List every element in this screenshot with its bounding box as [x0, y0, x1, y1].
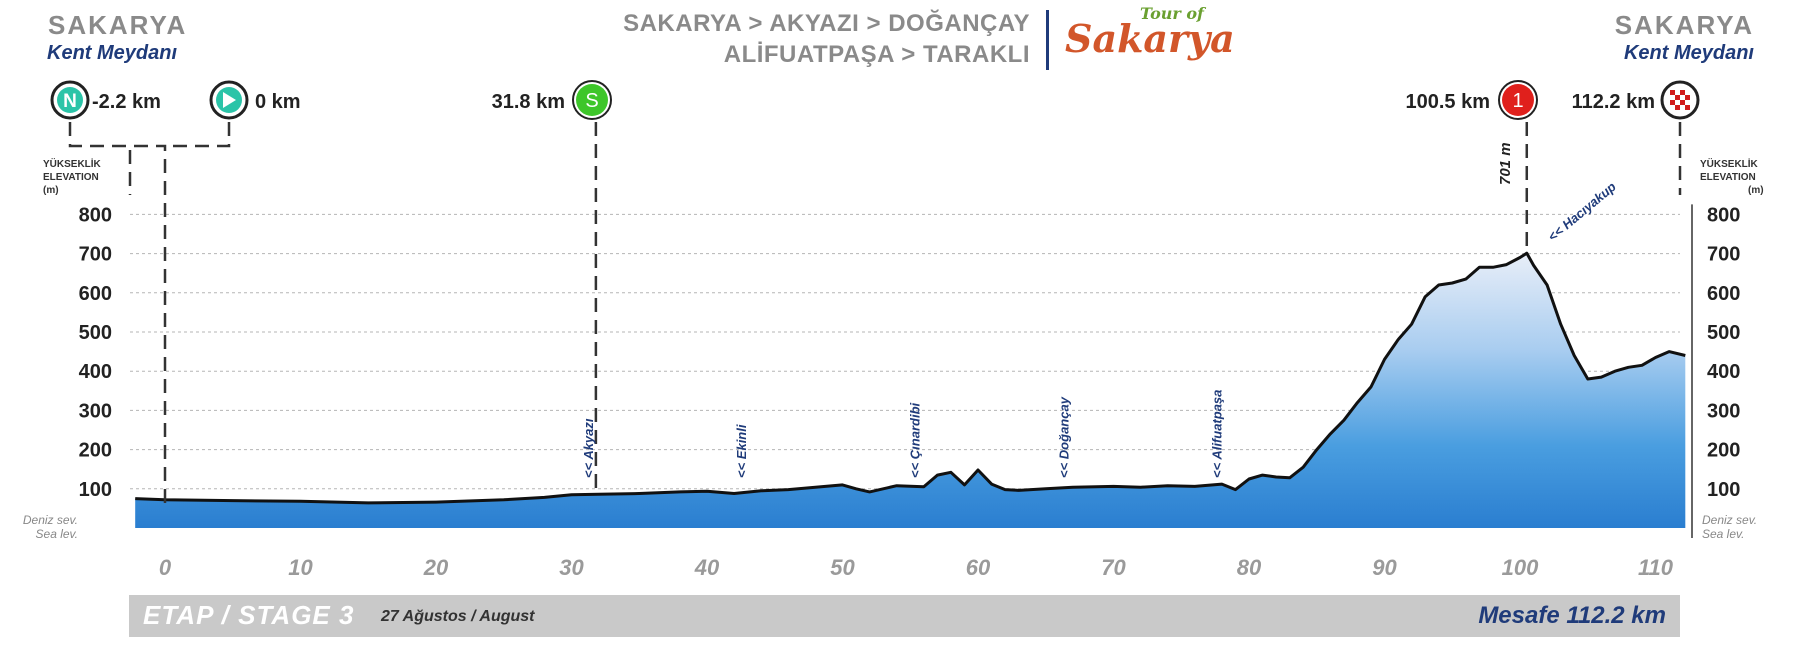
- route-title: SAKARYA > AKYAZI > DOĞANÇAY ALİFUATPAŞA …: [623, 8, 1030, 70]
- finish-city: SAKARYA: [1614, 10, 1754, 40]
- km-zero-bracket: [165, 122, 231, 148]
- sprint-icon: [576, 84, 608, 116]
- y-tick-right-100: 100: [1707, 479, 1740, 501]
- x-tick-80: 80: [1237, 555, 1262, 580]
- x-tick-90: 90: [1372, 555, 1397, 580]
- town-label-3: << Doğançay: [1056, 396, 1071, 478]
- climb-icon-number: 1: [1512, 90, 1523, 112]
- profile-line: [135, 251, 1686, 505]
- y-tick-right-600: 600: [1707, 283, 1740, 305]
- profile-area: [135, 253, 1686, 528]
- y-tick-right-400: 400: [1707, 361, 1740, 383]
- y-tick-left-100: 100: [79, 479, 112, 501]
- y-tick-left-200: 200: [79, 440, 112, 462]
- y-tick-right-200: 200: [1707, 440, 1740, 462]
- title-divider: [1046, 10, 1049, 70]
- y-tick-right-700: 700: [1707, 244, 1740, 266]
- town-label-1: << Ekinli: [734, 424, 749, 478]
- x-tick-50: 50: [830, 555, 855, 580]
- y-tick-left-600: 600: [79, 283, 112, 305]
- climb-marker: 100.5 km 1 701 m: [1405, 80, 1538, 185]
- x-tick-60: 60: [966, 555, 991, 580]
- town-label-4: << Alifuatpaşa: [1209, 390, 1224, 478]
- x-axis: 0 10 20 30 40 50 60 70 80 90 100 110: [159, 555, 1674, 580]
- sprint-icon-letter: S: [585, 90, 598, 112]
- km-zero-marker: 0 km: [209, 80, 301, 120]
- town-label-5: << Hacıyakup: [1545, 179, 1619, 244]
- stage-distance: Mesafe 112.2 km: [1478, 602, 1666, 629]
- start-location: Kent Meydanı: [47, 42, 178, 64]
- neutral-km-label: -2.2 km: [92, 91, 161, 113]
- elevation-label-tr-right: YÜKSEKLİK: [1700, 157, 1759, 170]
- x-tick-40: 40: [694, 555, 720, 580]
- neutral-icon: [57, 87, 83, 113]
- stage-title: ETAP / STAGE 3: [143, 600, 355, 630]
- sea-level-en-left: Sea lev.: [36, 527, 78, 541]
- finish-km-label: 112.2 km: [1572, 91, 1655, 113]
- stage-date: 27 Ağustos / August: [381, 608, 535, 625]
- elevation-unit-left: (m): [43, 185, 59, 196]
- climb-altitude-label: 701 m: [1497, 142, 1514, 185]
- route-line-2: ALİFUATPAŞA > TARAKLI: [723, 41, 1030, 68]
- neutral-zone-bracket: [68, 122, 167, 510]
- y-tick-left-300: 300: [79, 400, 112, 422]
- elevation-label-en-left: ELEVATION: [43, 172, 99, 183]
- profile-layer: [135, 251, 1686, 528]
- sea-level-en-right: Sea lev.: [1702, 527, 1744, 541]
- x-tick-110: 110: [1638, 555, 1674, 580]
- finish-location: Kent Meydanı: [1623, 42, 1754, 64]
- finish-flag-icon: [1670, 90, 1690, 110]
- elevation-unit-right: (m): [1748, 185, 1764, 196]
- y-tick-left-800: 800: [79, 204, 112, 226]
- neutral-start-marker: N -2.2 km: [50, 80, 161, 120]
- finish-marker: 112.2 km: [1572, 80, 1700, 120]
- climb-km-label: 100.5 km: [1405, 91, 1490, 113]
- sprint-marker: 31.8 km S: [492, 80, 612, 120]
- marker-guides: [594, 122, 1529, 491]
- x-tick-100: 100: [1502, 555, 1539, 580]
- logo-big-text: Sakarya: [1065, 16, 1235, 61]
- climb-icon: [1502, 84, 1534, 116]
- elevation-label-en-right: ELEVATION: [1700, 172, 1756, 183]
- y-tick-left-700: 700: [79, 244, 112, 266]
- x-tick-70: 70: [1101, 555, 1126, 580]
- elevation-label-tr-left: YÜKSEKLİK: [43, 157, 102, 170]
- neutral-icon-letter: N: [63, 91, 77, 112]
- start-city: SAKARYA: [48, 10, 188, 40]
- zero-km-label: 0 km: [255, 91, 301, 113]
- y-tick-right-800: 800: [1707, 204, 1740, 226]
- stage-footer-bar: ETAP / STAGE 3 27 Ağustos / August Mesaf…: [129, 595, 1680, 637]
- x-tick-30: 30: [559, 555, 584, 580]
- x-tick-20: 20: [423, 555, 449, 580]
- x-tick-0: 0: [159, 555, 172, 580]
- logo-small-text: Tour of: [1140, 4, 1204, 23]
- sprint-km-label: 31.8 km: [492, 91, 565, 113]
- y-tick-right-300: 300: [1707, 400, 1740, 422]
- y-tick-right-500: 500: [1707, 322, 1740, 344]
- y-axis: 100 100 200 200 300 300 400 400 500 500 600 600 700 7…: [79, 204, 1740, 538]
- x-tick-10: 10: [288, 555, 313, 580]
- town-label-0: << Akyazı: [581, 418, 596, 478]
- y-tick-left-500: 500: [79, 322, 112, 344]
- sea-level-tr-right: Deniz sev.: [1702, 513, 1757, 527]
- play-icon: [223, 92, 236, 108]
- town-label-2: << Çınardibi: [907, 402, 922, 478]
- y-tick-left-400: 400: [79, 361, 112, 383]
- sea-level-tr-left: Deniz sev.: [23, 513, 78, 527]
- route-line-1: SAKARYA > AKYAZI > DOĞANÇAY: [623, 10, 1030, 37]
